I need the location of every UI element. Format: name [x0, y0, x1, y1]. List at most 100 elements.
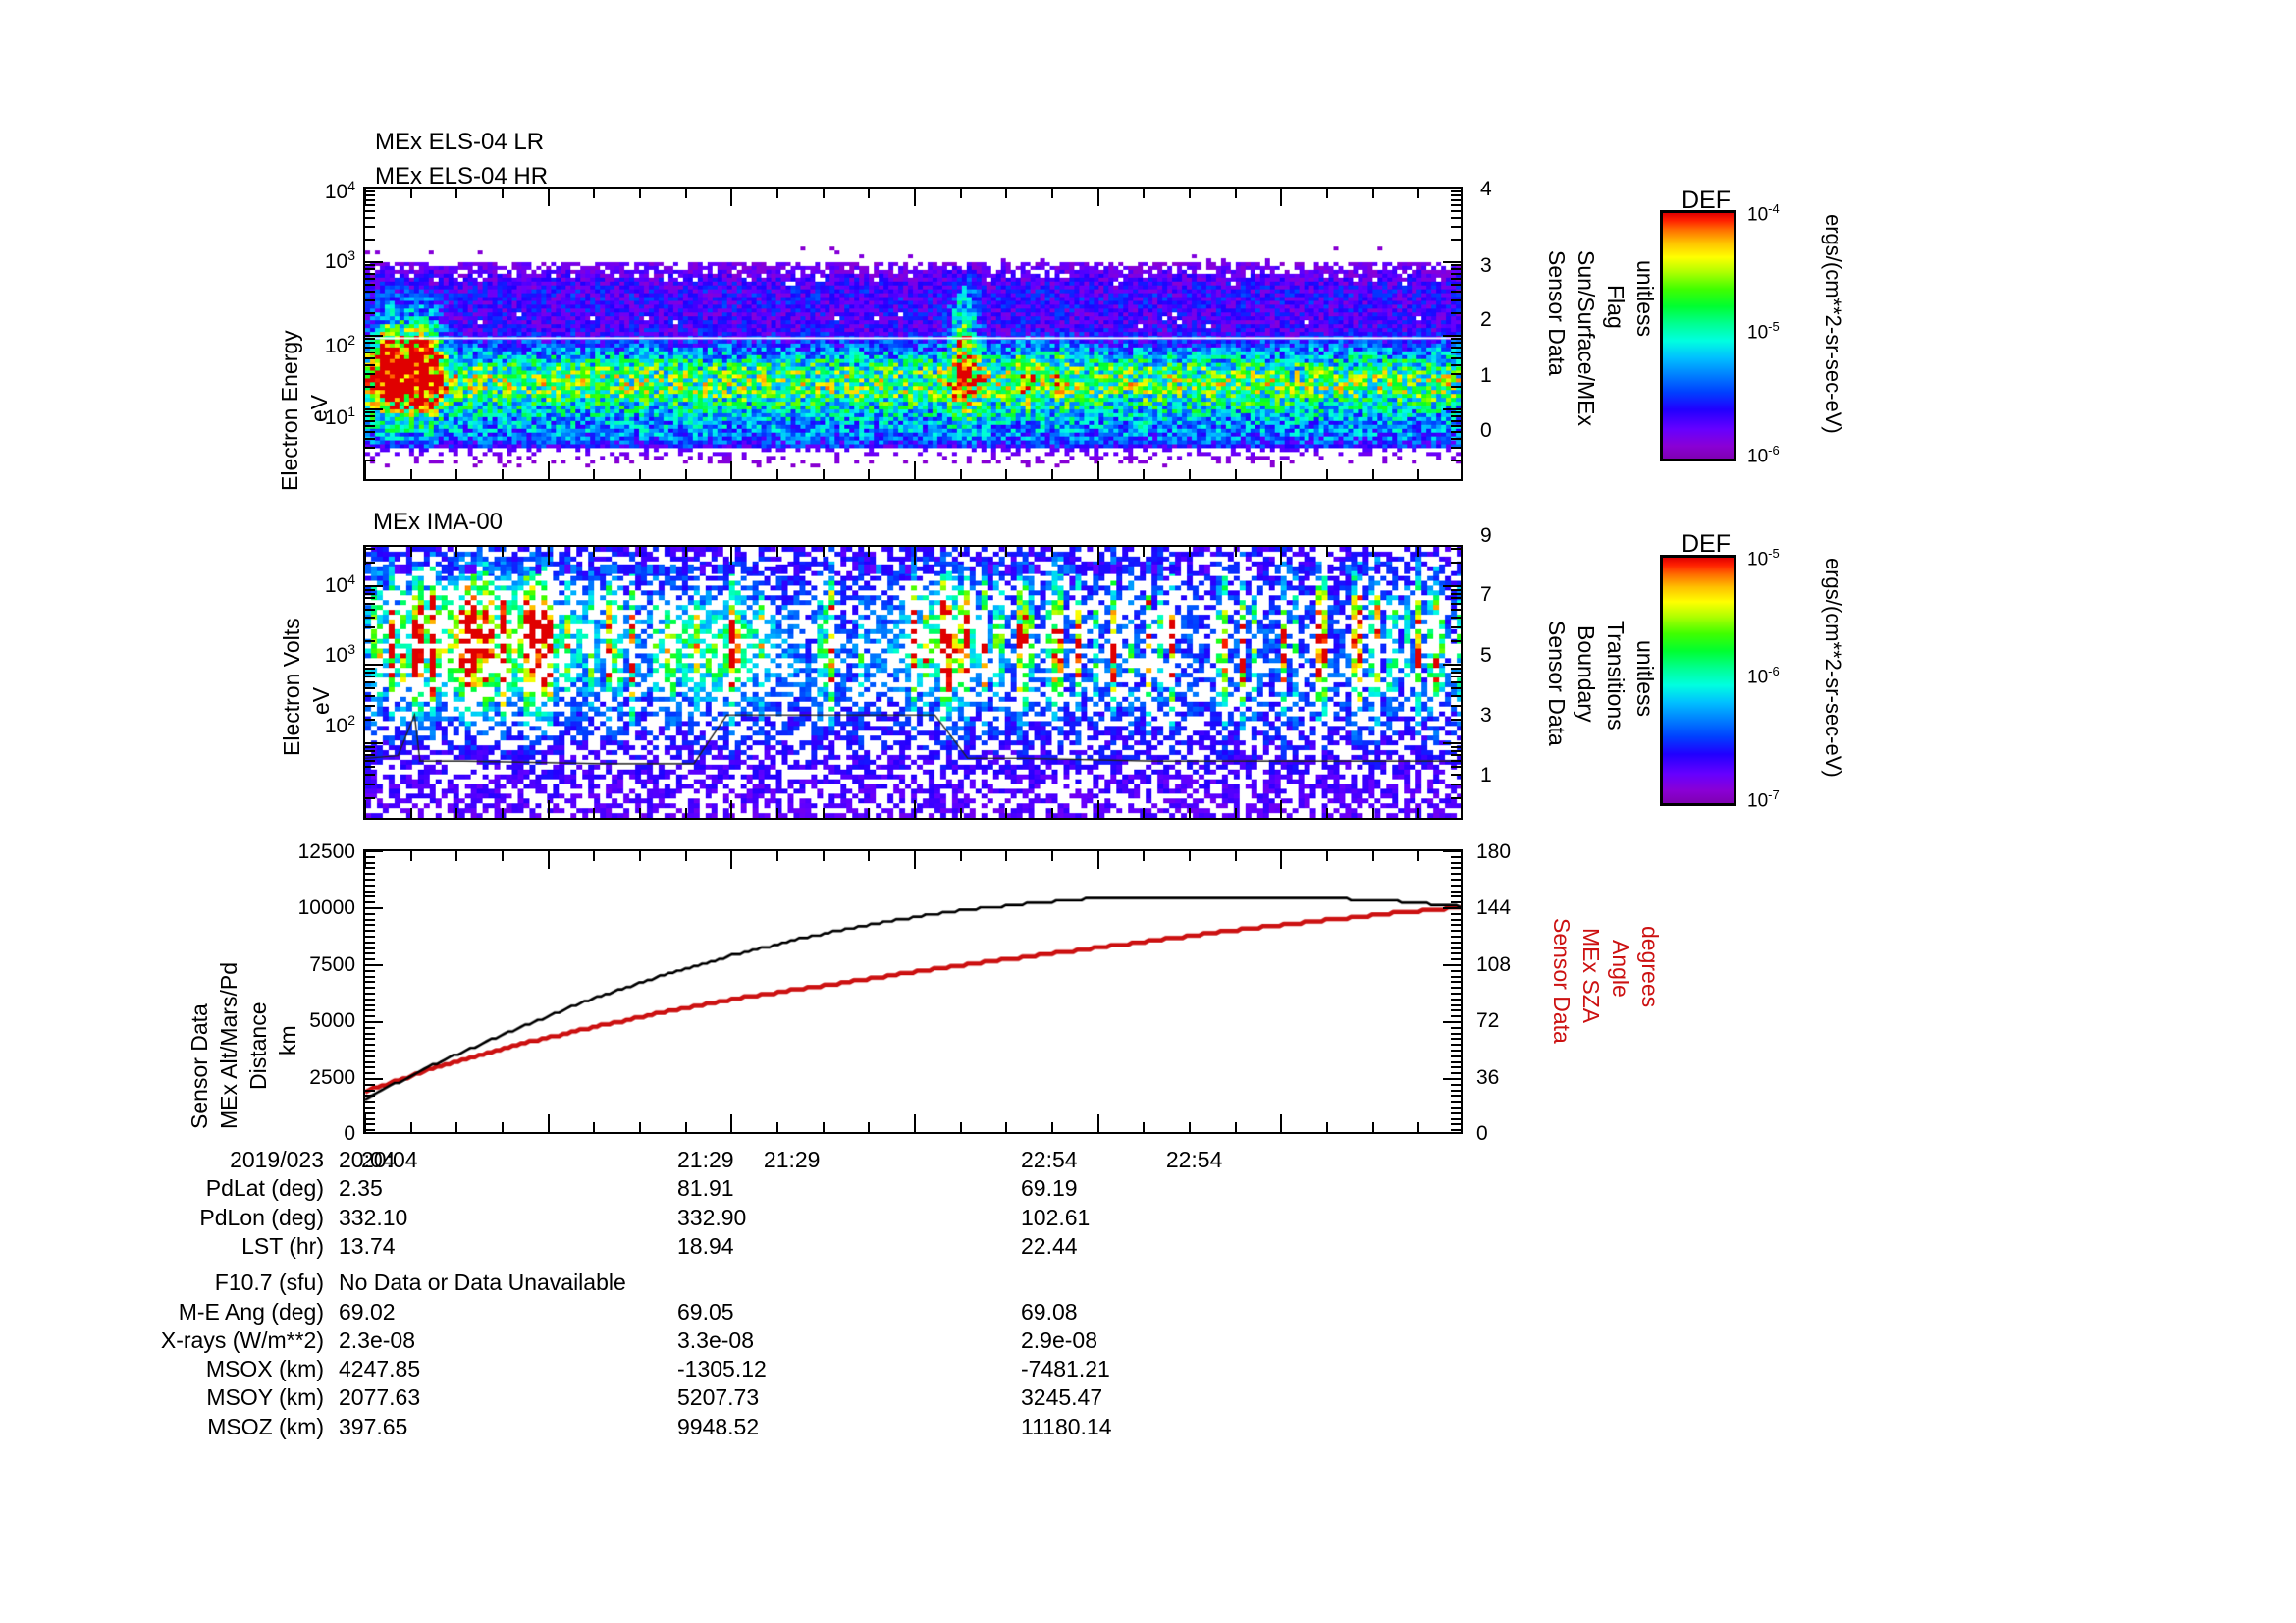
- axis-tick-left: [365, 430, 375, 433]
- axis-tick-right: [1451, 987, 1461, 990]
- axis-tick-top: [1005, 851, 1008, 861]
- axis-tick-left: [365, 411, 375, 414]
- axis-tick-left: [365, 268, 375, 271]
- axis-tick-left: [365, 907, 383, 909]
- axis-tick-bottom: [1143, 469, 1146, 479]
- axis-tick-top: [868, 547, 871, 557]
- axis-tick-top: [365, 851, 366, 869]
- axis-tick-right: [1451, 1044, 1461, 1047]
- axis-tick-left: [365, 342, 375, 345]
- axis-tick-left: [365, 312, 375, 315]
- axis-tick-bottom: [730, 1114, 733, 1132]
- alt-ytick-0: 0: [344, 1122, 355, 1145]
- axis-tick-left: [365, 930, 375, 933]
- axis-tick-left: [365, 912, 375, 915]
- axis-tick-right: [1451, 873, 1461, 876]
- axis-tick-left: [365, 884, 375, 887]
- ephemeris-row-value-3: 2.9e-08: [1021, 1326, 1098, 1353]
- ima-left-axis-label-line2: eV: [308, 686, 334, 715]
- axis-tick-top: [684, 851, 687, 861]
- axis-tick-left: [365, 419, 375, 422]
- axis-tick-right: [1451, 671, 1461, 674]
- axis-tick-bottom: [1234, 808, 1237, 818]
- axis-tick-left: [365, 346, 375, 349]
- axis-tick-left: [365, 1060, 375, 1063]
- axis-tick-left: [365, 188, 383, 189]
- ephemeris-row-value-2: 332.90: [677, 1204, 747, 1230]
- alt-left-label-line1: Sensor Data: [187, 1003, 212, 1129]
- ephemeris-row-label: M-E Ang (deg): [178, 1298, 324, 1325]
- axis-tick-top: [593, 851, 596, 861]
- axis-tick-right: [1451, 749, 1461, 752]
- axis-tick-left: [365, 561, 375, 564]
- axis-tick-right: [1451, 1083, 1461, 1086]
- axis-tick-top: [593, 547, 596, 557]
- axis-tick-right: [1451, 602, 1461, 605]
- axis-tick-top: [914, 851, 916, 869]
- axis-tick-left: [365, 664, 383, 666]
- axis-tick-left: [365, 625, 375, 628]
- axis-tick-left: [365, 718, 375, 721]
- axis-tick-right: [1451, 373, 1461, 376]
- axis-tick-right: [1451, 268, 1461, 271]
- ephemeris-row-value-3: 22.44: [1021, 1232, 1078, 1259]
- axis-tick-top: [502, 547, 504, 557]
- axis-tick-bottom: [409, 1122, 412, 1132]
- axis-tick-top: [1371, 547, 1374, 557]
- axis-tick-bottom: [959, 1122, 962, 1132]
- ephemeris-row-label: F10.7 (sfu): [214, 1270, 324, 1296]
- axis-tick-top: [959, 189, 962, 198]
- axis-tick-top: [547, 851, 550, 869]
- sza-right-label-line2: MEx SZA: [1578, 928, 1604, 1024]
- axis-tick-left: [365, 592, 375, 595]
- els-ytick-1e3: 103: [324, 247, 355, 273]
- els-right-label-line3: Flag: [1603, 285, 1629, 329]
- axis-tick-bottom: [365, 800, 366, 818]
- axis-tick-right: [1443, 585, 1461, 587]
- els-ytick-right-1: 1: [1480, 364, 1492, 387]
- alt-ytick-7500: 7500: [309, 953, 355, 976]
- axis-tick-right: [1443, 742, 1461, 744]
- axis-tick-left: [365, 1032, 375, 1035]
- axis-tick-right: [1451, 411, 1461, 414]
- axis-tick-bottom: [1189, 1122, 1191, 1132]
- axis-tick-top: [1326, 189, 1328, 198]
- axis-tick-left: [365, 867, 375, 870]
- ephemeris-row-value-2: -1305.12: [677, 1356, 767, 1382]
- axis-tick-bottom: [822, 469, 825, 479]
- axis-tick-bottom: [1234, 1122, 1237, 1132]
- axis-tick-right: [1451, 1009, 1461, 1012]
- axis-tick-top: [730, 547, 733, 565]
- axis-tick-left: [365, 203, 375, 206]
- sza-right-label-line4: degrees: [1637, 926, 1663, 1008]
- axis-tick-bottom: [365, 1114, 366, 1132]
- colorbar-els-gradient-box: [1660, 210, 1736, 461]
- axis-tick-left: [365, 335, 383, 337]
- sza-right-label-line3: Angle: [1608, 940, 1633, 998]
- axis-tick-top: [1005, 547, 1008, 557]
- altitude-sza-canvas: [365, 851, 1461, 1132]
- axis-tick-right: [1451, 1060, 1461, 1063]
- axis-tick-right: [1451, 592, 1461, 595]
- axis-tick-bottom: [1096, 461, 1099, 479]
- axis-tick-right: [1451, 704, 1461, 707]
- axis-tick-left: [365, 1107, 375, 1109]
- ephemeris-row-value-2: 5207.73: [677, 1384, 760, 1411]
- axis-tick-right: [1451, 216, 1461, 219]
- axis-tick-right: [1451, 386, 1461, 389]
- axis-tick-left: [365, 264, 375, 267]
- axis-tick-right: [1443, 261, 1461, 263]
- ephemeris-row-label: MSOZ (km): [207, 1413, 324, 1439]
- axis-tick-left: [365, 773, 375, 776]
- axis-tick-bottom: [1371, 469, 1374, 479]
- axis-tick-top: [639, 189, 641, 198]
- ephemeris-row-value-2: 81.91: [677, 1175, 734, 1202]
- axis-tick-top: [1417, 189, 1420, 198]
- axis-tick-right: [1443, 1078, 1461, 1080]
- axis-tick-left: [365, 1026, 375, 1029]
- axis-tick-top: [455, 851, 458, 861]
- alt-ytick-12500: 12500: [297, 840, 355, 863]
- sza-right-label-line1: Sensor Data: [1549, 918, 1575, 1044]
- axis-tick-right: [1451, 609, 1461, 612]
- ephemeris-row-value-1: 4247.85: [339, 1356, 421, 1382]
